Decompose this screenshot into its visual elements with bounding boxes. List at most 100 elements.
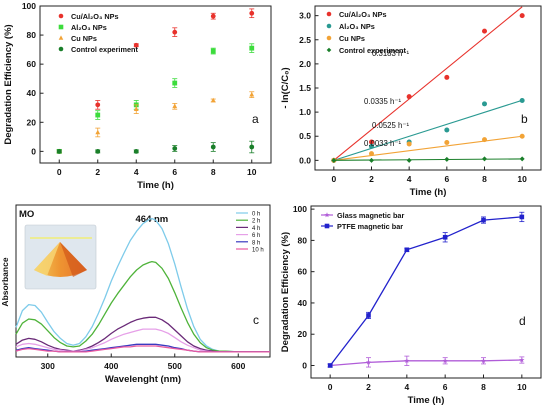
data-point (519, 13, 525, 19)
x-axis-label: Wavelenght (nm) (105, 374, 181, 385)
y-tick-label: 100 (293, 204, 307, 214)
legend-marker (326, 11, 332, 17)
legend-label: Glass magnetic bar (337, 211, 404, 220)
data-point (406, 141, 412, 147)
y-tick-label: 20 (298, 329, 308, 339)
x-tick-label: 6 (172, 167, 177, 177)
x-tick-label: 300 (41, 361, 55, 371)
data-point (366, 313, 371, 318)
data-point (442, 358, 448, 364)
y-tick-label: 80 (298, 235, 308, 245)
y-tick-label: 0.5 (299, 131, 311, 141)
panel-letter: b (521, 112, 528, 126)
data-point (133, 42, 139, 48)
data-point (369, 143, 374, 149)
data-point (406, 157, 412, 163)
y-tick-label: 40 (27, 88, 37, 98)
y-tick-label: 20 (27, 117, 37, 127)
data-point (172, 29, 178, 35)
data-point (369, 139, 374, 145)
legend-label: Cu/Al₂O₃ NPs (339, 10, 387, 19)
fit-line (333, 135, 523, 161)
panel-b-kinetics: 0 2 4 6 8 10 0.0 0.5 1.0 1.5 2.0 2.5 3.0 Time (h) - ln… (280, 5, 542, 198)
legend-label: 8 h (252, 240, 260, 246)
legend-label: PTFE magnetic bar (337, 222, 403, 231)
legend-marker (326, 47, 332, 53)
y-tick-label: 2.5 (299, 35, 311, 45)
panel-letter: c (253, 313, 259, 327)
data-point (95, 112, 101, 118)
legend-label: Cu NPs (71, 34, 97, 43)
legend-label: Control experiment (71, 45, 138, 54)
data-point (442, 234, 448, 240)
data-point (519, 98, 525, 104)
x-axis-label: Time (h) (408, 395, 445, 406)
legend-label: 6 h (252, 233, 260, 239)
data-point (482, 156, 487, 162)
data-point (249, 10, 255, 16)
rate-constant-label: 0.0335 h⁻¹ (364, 97, 401, 106)
data-point (480, 358, 487, 364)
x-axis-label: Time (h) (410, 187, 447, 198)
y-tick-label: 3.0 (299, 11, 311, 21)
sample-photo-inset (24, 224, 97, 290)
legend-marker (58, 24, 64, 30)
x-tick-label: 2 (95, 167, 100, 177)
data-point (481, 217, 486, 223)
data-point (95, 129, 101, 135)
data-point (482, 28, 487, 34)
legend-label: Control experiment (339, 46, 406, 55)
legend-label: 0 h (252, 212, 260, 218)
panel-c-absorbance-spectra: 300 400 500 600 Wavelenght (nm) Absorbance MO 4… (0, 204, 271, 385)
x-tick-label: 10 (247, 167, 257, 177)
data-point (133, 148, 139, 154)
rate-constant-label: 0.3183 h⁻¹ (372, 49, 409, 58)
y-axis-label: Degradation Efficiency (%) (280, 232, 291, 352)
y-tick-label: 1.5 (299, 83, 311, 93)
y-tick-label: 0 (31, 146, 36, 156)
data-point (249, 144, 255, 150)
y-tick-label: 100 (22, 1, 36, 11)
spectrum-line (15, 345, 270, 353)
x-tick-label: 0 (57, 167, 62, 177)
data-point (369, 157, 374, 163)
x-tick-label: 2 (369, 174, 374, 184)
legend-marker (58, 13, 64, 19)
x-tick-label: 500 (168, 361, 182, 371)
y-tick-label: 40 (298, 298, 308, 308)
data-point (56, 148, 62, 154)
data-point (172, 80, 178, 86)
legend-label: 2 h (252, 219, 260, 225)
y-tick-label: 60 (27, 59, 37, 69)
data-point (327, 363, 333, 368)
rate-constant-label: 0.0525 h⁻¹ (372, 121, 409, 130)
spectrum-line (15, 217, 270, 353)
fit-line (333, 99, 523, 161)
panel-letter: d (519, 314, 526, 328)
panel-letter: a (252, 112, 259, 126)
data-point (444, 156, 450, 162)
data-point (210, 97, 216, 103)
data-point (249, 45, 255, 51)
spectrum-line (15, 316, 270, 353)
legend-label: Al₂O₃ NPs (71, 23, 107, 32)
plot-frame (39, 5, 272, 164)
legend-marker (324, 212, 330, 218)
data-point (172, 146, 178, 151)
x-tick-label: 6 (443, 382, 448, 392)
fit-line (333, 6, 523, 161)
data-point (444, 127, 450, 133)
y-tick-label: 1.0 (299, 107, 311, 117)
y-axis-label: Degradation Efficiency (%) (3, 24, 14, 144)
legend-marker (58, 46, 64, 52)
peak-annotation: 464 nm (136, 214, 169, 225)
legend-label: 10 h (252, 248, 264, 254)
data-point (331, 157, 337, 163)
data-point (444, 140, 450, 146)
legend-marker (326, 35, 332, 41)
data-point (210, 48, 216, 54)
data-point (404, 358, 410, 364)
